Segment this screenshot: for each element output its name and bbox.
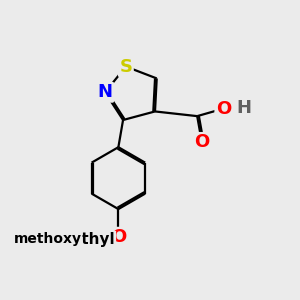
- Text: O: O: [194, 134, 209, 152]
- Text: H: H: [237, 99, 252, 117]
- Text: methoxy: methoxy: [14, 232, 82, 246]
- Text: methyl: methyl: [56, 232, 116, 247]
- Text: O: O: [111, 228, 126, 246]
- Text: O: O: [216, 100, 231, 118]
- Text: N: N: [98, 83, 112, 101]
- Text: S: S: [119, 58, 132, 76]
